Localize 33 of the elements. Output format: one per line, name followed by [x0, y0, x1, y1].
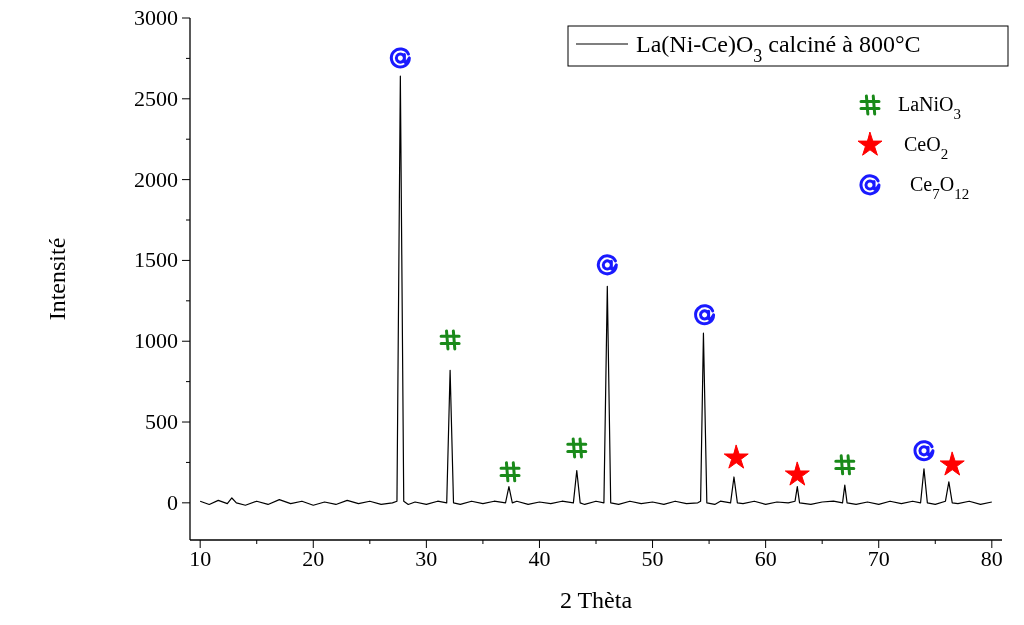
y-tick-label: 2000 — [134, 166, 178, 192]
point — [566, 437, 588, 459]
legend-label: CeO$_{2}$ — [904, 133, 949, 162]
point — [913, 440, 935, 462]
x-tick-label: 20 — [302, 546, 325, 571]
y-axis-title: Intensité — [44, 237, 70, 321]
point — [694, 304, 716, 326]
legend-label: LaNiO$_{3}$ — [898, 93, 962, 122]
y-tick-label: 3000 — [134, 5, 178, 30]
x-tick-label: 50 — [641, 546, 664, 571]
point — [439, 329, 461, 351]
point — [499, 461, 521, 483]
x-tick-label: 70 — [867, 546, 890, 571]
point — [939, 451, 965, 476]
x-tick-label: 60 — [754, 546, 777, 571]
x-tick-label: 80 — [980, 546, 1003, 571]
x-axis-title: 2 Thèta — [559, 587, 633, 613]
legend-label: La(Ni-Ce)O$_{3}$ calciné à 800°C — [636, 31, 921, 66]
line-series — [199, 75, 993, 506]
point — [596, 254, 618, 276]
x-tick-label: 40 — [528, 546, 551, 571]
y-tick-label: 2500 — [134, 85, 178, 111]
point — [389, 47, 411, 69]
y-tick-label: 1500 — [134, 247, 178, 273]
x-tick-label: 30 — [415, 546, 438, 571]
y-tick-label: 500 — [145, 409, 178, 435]
legend-label: Ce$_{7}$O$_{12}$ — [910, 173, 970, 202]
y-tick-label: 0 — [167, 489, 178, 515]
point — [834, 454, 856, 476]
point — [784, 461, 810, 486]
x-tick-label: 10 — [189, 546, 212, 571]
point — [723, 444, 749, 469]
y-tick-label: 1000 — [134, 328, 178, 354]
